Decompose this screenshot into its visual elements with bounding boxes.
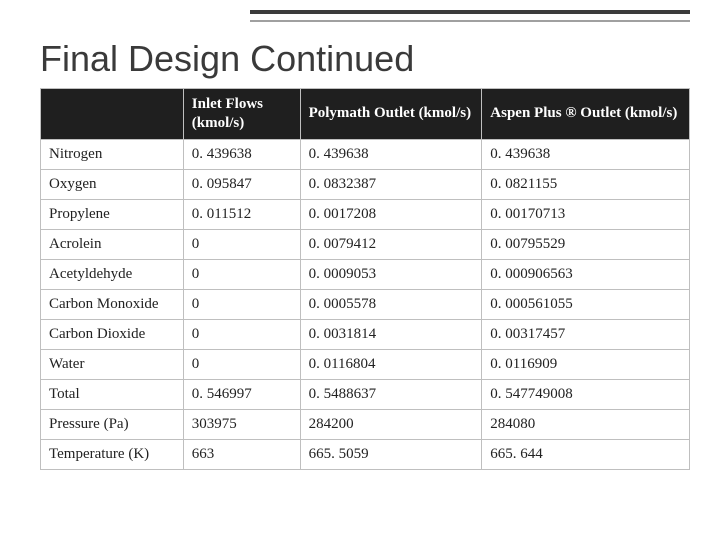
value-cell: 0. 546997 — [183, 379, 300, 409]
value-cell: 665. 5059 — [300, 439, 482, 469]
row-label-cell: Propylene — [41, 199, 184, 229]
table-row: Oxygen0. 0958470. 08323870. 0821155 — [41, 169, 690, 199]
value-cell: 0. 00795529 — [482, 229, 690, 259]
value-cell: 0 — [183, 319, 300, 349]
page-title: Final Design Continued — [40, 38, 720, 80]
col-header-inlet: Inlet Flows (kmol/s) — [183, 89, 300, 140]
value-cell: 0. 439638 — [482, 139, 690, 169]
row-label-cell: Carbon Monoxide — [41, 289, 184, 319]
value-cell: 0. 011512 — [183, 199, 300, 229]
table-row: Nitrogen0. 4396380. 4396380. 439638 — [41, 139, 690, 169]
value-cell: 0. 0832387 — [300, 169, 482, 199]
value-cell: 0. 439638 — [300, 139, 482, 169]
row-label-cell: Temperature (K) — [41, 439, 184, 469]
value-cell: 0. 547749008 — [482, 379, 690, 409]
row-label-cell: Nitrogen — [41, 139, 184, 169]
table-row: Pressure (Pa)303975284200284080 — [41, 409, 690, 439]
value-cell: 0. 0009053 — [300, 259, 482, 289]
table-row: Total0. 5469970. 54886370. 547749008 — [41, 379, 690, 409]
table-row: Carbon Dioxide00. 00318140. 00317457 — [41, 319, 690, 349]
value-cell: 0. 000561055 — [482, 289, 690, 319]
value-cell: 0. 0005578 — [300, 289, 482, 319]
value-cell: 665. 644 — [482, 439, 690, 469]
header-line-thick — [250, 10, 690, 14]
table-row: Acrolein00. 00794120. 00795529 — [41, 229, 690, 259]
table-row: Propylene0. 0115120. 00172080. 00170713 — [41, 199, 690, 229]
decorative-header-lines — [0, 0, 720, 28]
design-table: Inlet Flows (kmol/s) Polymath Outlet (km… — [40, 88, 690, 470]
value-cell: 0. 00317457 — [482, 319, 690, 349]
row-label-cell: Carbon Dioxide — [41, 319, 184, 349]
value-cell: 0. 5488637 — [300, 379, 482, 409]
value-cell: 0. 095847 — [183, 169, 300, 199]
table-header-row: Inlet Flows (kmol/s) Polymath Outlet (km… — [41, 89, 690, 140]
header-line-thin — [250, 20, 690, 22]
table-row: Water00. 01168040. 0116909 — [41, 349, 690, 379]
value-cell: 0. 0821155 — [482, 169, 690, 199]
value-cell: 0. 0079412 — [300, 229, 482, 259]
value-cell: 0. 439638 — [183, 139, 300, 169]
value-cell: 284200 — [300, 409, 482, 439]
table-row: Temperature (K)663665. 5059665. 644 — [41, 439, 690, 469]
row-label-cell: Oxygen — [41, 169, 184, 199]
row-label-cell: Total — [41, 379, 184, 409]
col-header-polymath: Polymath Outlet (kmol/s) — [300, 89, 482, 140]
row-label-cell: Acetyldehyde — [41, 259, 184, 289]
value-cell: 0 — [183, 349, 300, 379]
value-cell: 0 — [183, 259, 300, 289]
value-cell: 0. 0116909 — [482, 349, 690, 379]
value-cell: 284080 — [482, 409, 690, 439]
value-cell: 303975 — [183, 409, 300, 439]
row-label-cell: Pressure (Pa) — [41, 409, 184, 439]
value-cell: 0. 0116804 — [300, 349, 482, 379]
value-cell: 0. 000906563 — [482, 259, 690, 289]
row-label-cell: Water — [41, 349, 184, 379]
value-cell: 663 — [183, 439, 300, 469]
value-cell: 0 — [183, 229, 300, 259]
value-cell: 0. 00170713 — [482, 199, 690, 229]
table-row: Acetyldehyde00. 00090530. 000906563 — [41, 259, 690, 289]
value-cell: 0. 0017208 — [300, 199, 482, 229]
data-table-container: Inlet Flows (kmol/s) Polymath Outlet (km… — [40, 88, 690, 470]
value-cell: 0 — [183, 289, 300, 319]
table-row: Carbon Monoxide00. 00055780. 000561055 — [41, 289, 690, 319]
row-label-cell: Acrolein — [41, 229, 184, 259]
col-header-empty — [41, 89, 184, 140]
value-cell: 0. 0031814 — [300, 319, 482, 349]
col-header-aspen: Aspen Plus ® Outlet (kmol/s) — [482, 89, 690, 140]
